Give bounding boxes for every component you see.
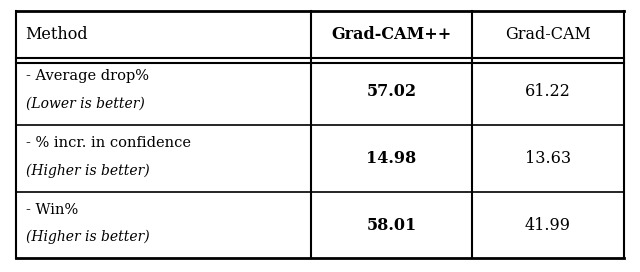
Text: (Higher is better): (Higher is better) [26,230,149,244]
Text: 57.02: 57.02 [366,83,417,100]
Text: (Lower is better): (Lower is better) [26,97,145,111]
Text: - Average drop%: - Average drop% [26,69,148,84]
Text: Method: Method [26,26,88,43]
Text: Grad-CAM++: Grad-CAM++ [332,26,452,43]
Text: 41.99: 41.99 [525,217,571,234]
Text: 13.63: 13.63 [525,150,571,167]
Text: - Win%: - Win% [26,203,78,217]
Text: 61.22: 61.22 [525,83,571,100]
Text: (Higher is better): (Higher is better) [26,163,149,178]
Text: 58.01: 58.01 [366,217,417,234]
Text: Grad-CAM: Grad-CAM [505,26,591,43]
Text: 14.98: 14.98 [366,150,417,167]
Text: - % incr. in confidence: - % incr. in confidence [26,136,191,150]
